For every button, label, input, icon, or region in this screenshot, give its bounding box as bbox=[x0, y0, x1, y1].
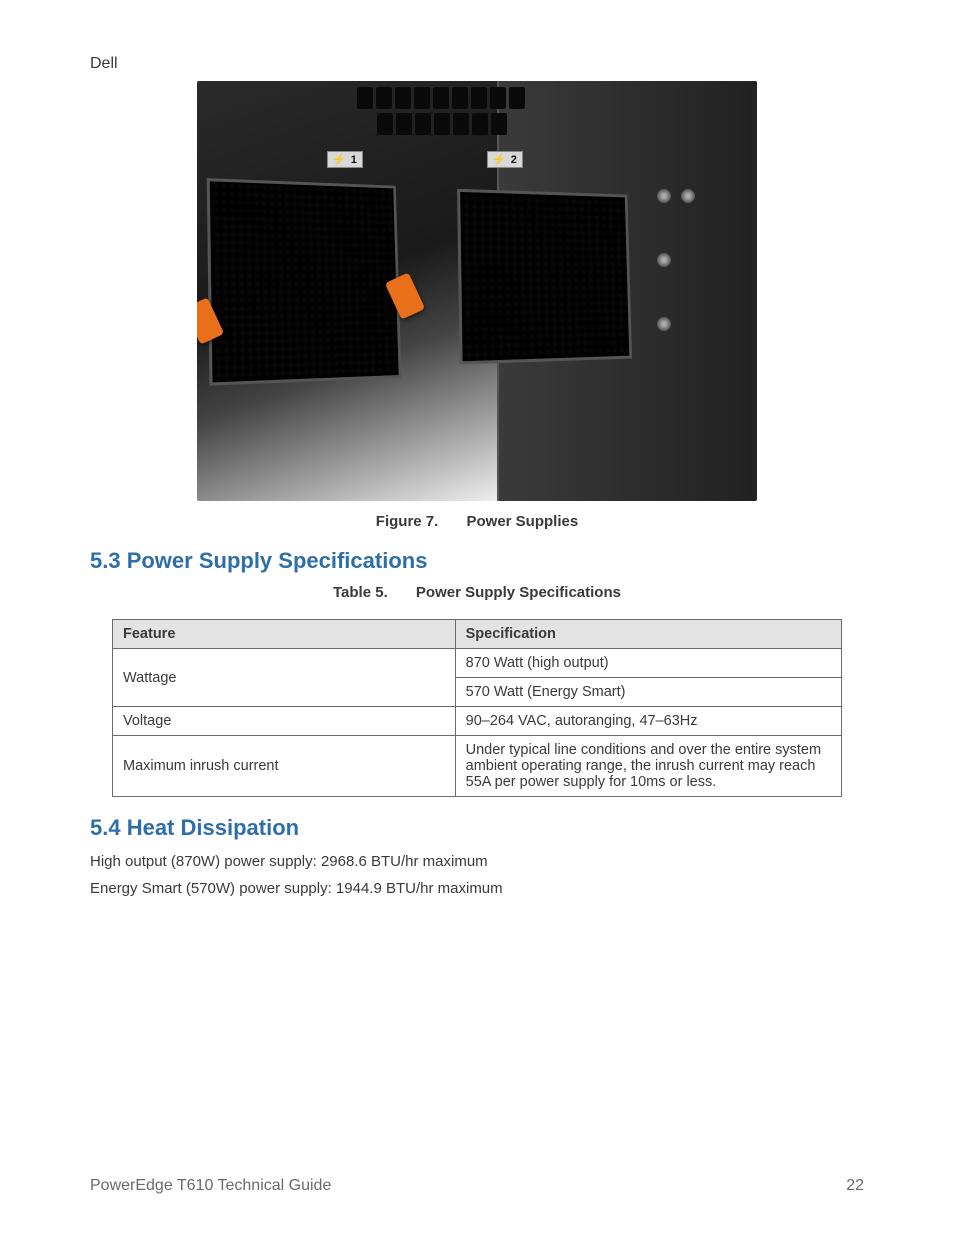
heat-line-2: Energy Smart (570W) power supply: 1944.9… bbox=[90, 878, 864, 899]
table-header-spec: Specification bbox=[455, 620, 841, 649]
figure-caption-text: Power Supplies bbox=[466, 513, 578, 530]
table-row: Maximum inrush current Under typical lin… bbox=[113, 736, 842, 797]
table-row: Wattage 870 Watt (high output) bbox=[113, 649, 842, 678]
footer-page-number: 22 bbox=[846, 1177, 864, 1195]
table-caption-number: Table 5. bbox=[333, 584, 388, 601]
page-footer: PowerEdge T610 Technical Guide 22 bbox=[90, 1177, 864, 1195]
table-row: Voltage 90–264 VAC, autoranging, 47–63Hz bbox=[113, 707, 842, 736]
cell-feature: Wattage bbox=[113, 649, 456, 707]
cell-spec: 90–264 VAC, autoranging, 47–63Hz bbox=[455, 707, 841, 736]
heading-5-4: 5.4 Heat Dissipation bbox=[90, 815, 864, 841]
table-power-supply-spec: Feature Specification Wattage 870 Watt (… bbox=[112, 619, 842, 797]
figure-power-supplies: ⚡ 1 ⚡ 2 bbox=[197, 81, 757, 501]
figure-caption: Figure 7. Power Supplies bbox=[90, 513, 864, 530]
heading-5-3: 5.3 Power Supply Specifications bbox=[90, 548, 864, 574]
cell-spec: 870 Watt (high output) bbox=[455, 649, 841, 678]
footer-doc-title: PowerEdge T610 Technical Guide bbox=[90, 1177, 331, 1195]
cell-feature: Voltage bbox=[113, 707, 456, 736]
table-caption-text: Power Supply Specifications bbox=[416, 584, 621, 601]
psu-label-2: ⚡ 2 bbox=[487, 151, 523, 168]
header-brand: Dell bbox=[90, 55, 864, 73]
table-header-feature: Feature bbox=[113, 620, 456, 649]
cell-feature: Maximum inrush current bbox=[113, 736, 456, 797]
table-caption: Table 5. Power Supply Specifications bbox=[90, 584, 864, 601]
cell-spec: 570 Watt (Energy Smart) bbox=[455, 678, 841, 707]
heat-line-1: High output (870W) power supply: 2968.6 … bbox=[90, 851, 864, 872]
cell-spec: Under typical line conditions and over t… bbox=[455, 736, 841, 797]
psu-label-1: ⚡ 1 bbox=[327, 151, 363, 168]
figure-caption-number: Figure 7. bbox=[376, 513, 439, 530]
